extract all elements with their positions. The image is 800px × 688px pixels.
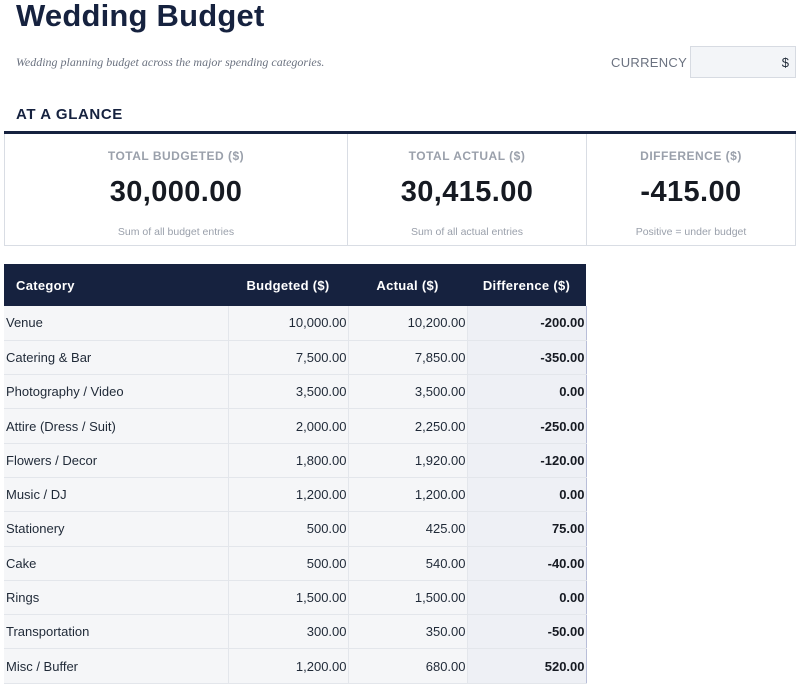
actual-cell[interactable]: 680.00: [348, 648, 468, 684]
difference-cell: -120.00: [466, 443, 587, 478]
difference-cell: 520.00: [466, 648, 587, 684]
card-note: Positive = under budget: [635, 226, 747, 238]
category-cell[interactable]: Flowers / Decor: [4, 443, 229, 478]
actual-cell[interactable]: 7,850.00: [348, 340, 468, 376]
card-note: Sum of all budget entries: [117, 226, 235, 238]
difference-cell: -250.00: [466, 408, 587, 444]
table-header-row: Category Budgeted ($) Actual ($) Differe…: [4, 264, 586, 306]
difference-cell: -350.00: [466, 340, 587, 376]
total-budgeted-card: TOTAL BUDGETED ($) 30,000.00 Sum of all …: [4, 134, 348, 246]
difference-cell: 0.00: [466, 374, 587, 410]
category-cell[interactable]: Transportation: [4, 614, 229, 650]
card-value: 30,000.00: [109, 176, 243, 208]
category-cell[interactable]: Music / DJ: [4, 477, 229, 513]
budgeted-cell[interactable]: 7,500.00: [228, 340, 349, 376]
budgeted-cell[interactable]: 300.00: [228, 614, 349, 650]
glance-heading: AT A GLANCE: [16, 106, 123, 123]
table-row: Music / DJ 1,200.00 1,200.00 0.00: [4, 477, 587, 513]
category-cell[interactable]: Catering & Bar: [4, 340, 229, 376]
card-label: TOTAL ACTUAL ($): [408, 149, 526, 163]
page-subtitle: Wedding planning budget across the major…: [16, 55, 325, 69]
card-note: Sum of all actual entries: [410, 226, 524, 238]
table-row: Venue 10,000.00 10,200.00 -200.00: [4, 306, 587, 341]
table-row: Stationery 500.00 425.00 75.00: [4, 511, 587, 547]
column-header-difference[interactable]: Difference ($): [467, 264, 586, 306]
difference-cell: 75.00: [466, 511, 587, 547]
glance-cards: TOTAL BUDGETED ($) 30,000.00 Sum of all …: [4, 131, 796, 246]
page-title: Wedding Budget: [16, 0, 265, 33]
budgeted-cell[interactable]: 1,200.00: [228, 648, 349, 684]
currency-label: CURRENCY: [611, 55, 688, 70]
column-header-category[interactable]: Category: [4, 264, 228, 306]
table-row: Catering & Bar 7,500.00 7,850.00 -350.00: [4, 340, 587, 376]
table-row: Flowers / Decor 1,800.00 1,920.00 -120.00: [4, 443, 587, 478]
category-cell[interactable]: Attire (Dress / Suit): [4, 408, 229, 444]
budgeted-cell[interactable]: 1,200.00: [228, 477, 349, 513]
currency-input[interactable]: [690, 46, 796, 78]
category-cell[interactable]: Venue: [4, 306, 229, 341]
actual-cell[interactable]: 1,200.00: [348, 477, 468, 513]
difference-cell: -200.00: [466, 306, 587, 341]
category-cell[interactable]: Photography / Video: [4, 374, 229, 410]
table-row: Attire (Dress / Suit) 2,000.00 2,250.00 -25…: [4, 408, 587, 444]
actual-cell[interactable]: 540.00: [348, 546, 468, 581]
budgeted-cell[interactable]: 2,000.00: [228, 408, 349, 444]
table-row: Misc / Buffer 1,200.00 680.00 520.00: [4, 648, 587, 684]
actual-cell[interactable]: 350.00: [348, 614, 468, 650]
column-header-budgeted[interactable]: Budgeted ($): [228, 264, 348, 306]
table-row: Photography / Video 3,500.00 3,500.00 0.00: [4, 374, 587, 410]
budgeted-cell[interactable]: 500.00: [228, 546, 349, 581]
card-value: -415.00: [640, 176, 742, 208]
actual-cell[interactable]: 10,200.00: [348, 306, 468, 341]
category-cell[interactable]: Rings: [4, 580, 229, 616]
budgeted-cell[interactable]: 500.00: [228, 511, 349, 547]
budgeted-cell[interactable]: 3,500.00: [228, 374, 349, 410]
actual-cell[interactable]: 1,500.00: [348, 580, 468, 616]
card-label: TOTAL BUDGETED ($): [107, 149, 245, 163]
table-row: Rings 1,500.00 1,500.00 0.00: [4, 580, 587, 616]
total-actual-card: TOTAL ACTUAL ($) 30,415.00 Sum of all ac…: [348, 134, 587, 246]
card-label: DIFFERENCE ($): [640, 149, 742, 163]
budgeted-cell[interactable]: 1,500.00: [228, 580, 349, 616]
difference-cell: 0.00: [466, 477, 587, 513]
budget-table: Category Budgeted ($) Actual ($) Differe…: [4, 264, 587, 684]
actual-cell[interactable]: 3,500.00: [348, 374, 468, 410]
table-row: Transportation 300.00 350.00 -50.00: [4, 614, 587, 650]
actual-cell[interactable]: 1,920.00: [348, 443, 468, 478]
budgeted-cell[interactable]: 10,000.00: [228, 306, 349, 341]
category-cell[interactable]: Cake: [4, 546, 229, 581]
difference-cell: -50.00: [466, 614, 587, 650]
actual-cell[interactable]: 425.00: [348, 511, 468, 547]
difference-cell: -40.00: [466, 546, 587, 581]
budgeted-cell[interactable]: 1,800.00: [228, 443, 349, 478]
table-row: Cake 500.00 540.00 -40.00: [4, 546, 587, 581]
category-cell[interactable]: Stationery: [4, 511, 229, 547]
column-header-actual[interactable]: Actual ($): [348, 264, 467, 306]
actual-cell[interactable]: 2,250.00: [348, 408, 468, 444]
difference-cell: 0.00: [466, 580, 587, 616]
card-value: 30,415.00: [400, 176, 534, 208]
difference-card: DIFFERENCE ($) -415.00 Positive = under …: [587, 134, 796, 246]
category-cell[interactable]: Misc / Buffer: [4, 648, 229, 684]
